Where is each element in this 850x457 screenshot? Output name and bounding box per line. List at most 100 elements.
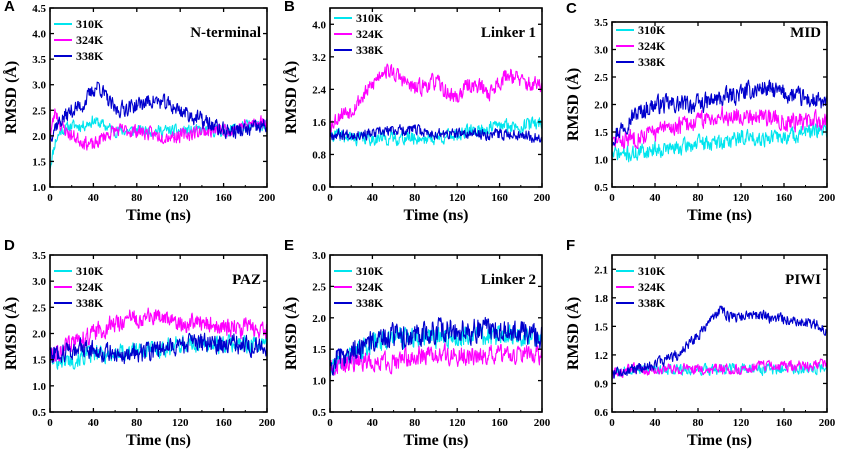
y-tick-label: 2.5 xyxy=(32,302,46,314)
panel-letter: B xyxy=(284,0,295,15)
y-tick-label: 3.5 xyxy=(594,17,608,29)
panel-title: Linker 2 xyxy=(481,272,536,288)
y-tick-label: 1.2 xyxy=(594,350,608,362)
series-line-310k xyxy=(50,115,267,170)
panel-f: 0 40 80 120 160 200 0.6 0.9 1.2 1.5 1.8 2.1 Time (ns… xyxy=(564,237,836,449)
legend-label-338k: 338K xyxy=(76,49,104,63)
y-tick-label: 1.0 xyxy=(32,381,46,393)
x-tick-label: 0 xyxy=(47,417,53,429)
legend: 310K 324K 338K xyxy=(334,264,384,310)
y-tick-label: 3.0 xyxy=(312,250,326,262)
x-tick-label: 0 xyxy=(609,417,615,429)
panel-letter: F xyxy=(566,237,575,254)
series-line-324k xyxy=(330,63,542,134)
y-tick-label: 1.6 xyxy=(312,117,326,129)
y-tick-label: 2.0 xyxy=(32,131,46,143)
panel-letter: A xyxy=(4,0,15,15)
x-tick-label: 160 xyxy=(215,417,232,429)
y-tick-label: 4.5 xyxy=(32,3,46,15)
x-tick-label: 80 xyxy=(693,192,705,204)
panel-b: 0 40 80 120 160 200 0.0 0.8 1.6 2.4 3.2 4.0 Time (ns… xyxy=(282,0,551,224)
legend: 310K 324K 338K xyxy=(616,264,666,310)
x-tick-label: 160 xyxy=(776,192,793,204)
x-tick-label: 40 xyxy=(650,417,662,429)
series-line-324k xyxy=(612,358,827,379)
y-tick-label: 3.5 xyxy=(32,54,46,66)
x-tick-label: 120 xyxy=(449,192,466,204)
y-tick-label: 4.0 xyxy=(32,29,46,41)
y-tick-label: 2.5 xyxy=(312,281,326,293)
legend-label-338k: 338K xyxy=(76,296,104,310)
y-tick-label: 3.5 xyxy=(32,250,46,262)
y-tick-label: 2.4 xyxy=(312,84,326,96)
x-tick-label: 200 xyxy=(819,192,836,204)
legend-label-338k: 338K xyxy=(638,55,666,69)
y-tick-label: 3.2 xyxy=(312,52,326,64)
panel-title: N-terminal xyxy=(190,25,261,41)
y-axis-title: RMSD (Å) xyxy=(282,61,300,134)
y-axis-title: RMSD (Å) xyxy=(2,61,20,134)
x-tick-label: 40 xyxy=(88,192,100,204)
x-tick-label: 80 xyxy=(409,192,421,204)
x-tick-label: 0 xyxy=(609,192,615,204)
x-tick-label: 80 xyxy=(693,417,705,429)
x-tick-label: 40 xyxy=(367,417,379,429)
panel-title: PAZ xyxy=(232,272,261,288)
legend: 310K 324K 338K xyxy=(54,264,104,310)
panel-letter: C xyxy=(566,0,577,17)
y-tick-label: 2.1 xyxy=(594,264,608,276)
x-tick-label: 0 xyxy=(47,192,53,204)
y-axis-title: RMSD (Å) xyxy=(282,297,300,370)
x-tick-label: 120 xyxy=(172,417,189,429)
x-tick-label: 120 xyxy=(733,192,750,204)
series-line-324k xyxy=(50,307,267,363)
y-tick-label: 3.0 xyxy=(594,45,608,57)
x-tick-label: 40 xyxy=(88,417,100,429)
legend-label-310k: 310K xyxy=(638,264,666,278)
series-group xyxy=(612,79,827,163)
series-group xyxy=(612,305,827,380)
series-line-338k xyxy=(612,305,827,379)
x-tick-label: 160 xyxy=(776,417,793,429)
x-tick-label: 120 xyxy=(449,417,466,429)
legend-label-338k: 338K xyxy=(356,43,384,57)
x-axis-title: Time (ns) xyxy=(126,207,191,224)
series-line-324k xyxy=(330,342,542,376)
series-line-310k xyxy=(330,116,542,147)
x-tick-label: 160 xyxy=(215,192,232,204)
series-line-338k xyxy=(50,332,267,365)
y-axis-title: RMSD (Å) xyxy=(564,297,582,370)
panel-title: PIWI xyxy=(785,272,821,288)
series-group xyxy=(50,307,267,370)
series-line-338k xyxy=(50,81,267,142)
series-group xyxy=(50,81,267,170)
legend-label-324k: 324K xyxy=(638,280,666,294)
legend-label-310k: 310K xyxy=(638,23,666,37)
x-axis-title: Time (ns) xyxy=(687,432,752,449)
y-tick-label: 2.5 xyxy=(594,72,608,84)
y-tick-label: 0.5 xyxy=(32,407,46,419)
panel-letter: D xyxy=(4,237,15,254)
y-tick-label: 0.5 xyxy=(594,182,608,194)
x-tick-label: 200 xyxy=(819,417,836,429)
y-tick-label: 0.5 xyxy=(312,407,326,419)
legend-label-324k: 324K xyxy=(638,39,666,53)
y-tick-label: 2.5 xyxy=(32,105,46,117)
y-tick-label: 1.8 xyxy=(594,293,608,305)
y-tick-label: 3.0 xyxy=(32,276,46,288)
y-tick-label: 4.0 xyxy=(312,19,326,31)
legend-label-338k: 338K xyxy=(356,296,384,310)
x-tick-label: 0 xyxy=(327,417,333,429)
x-tick-label: 160 xyxy=(491,192,508,204)
series-group xyxy=(330,316,542,377)
series-line-338k xyxy=(330,124,542,144)
y-tick-label: 2.0 xyxy=(594,100,608,112)
legend-label-310k: 310K xyxy=(356,11,384,25)
y-tick-label: 0.0 xyxy=(312,182,326,194)
legend-label-338k: 338K xyxy=(638,296,666,310)
y-tick-label: 2.0 xyxy=(312,313,326,325)
series-line-310k xyxy=(612,123,827,163)
x-tick-label: 40 xyxy=(367,192,379,204)
y-tick-label: 2.0 xyxy=(32,329,46,341)
